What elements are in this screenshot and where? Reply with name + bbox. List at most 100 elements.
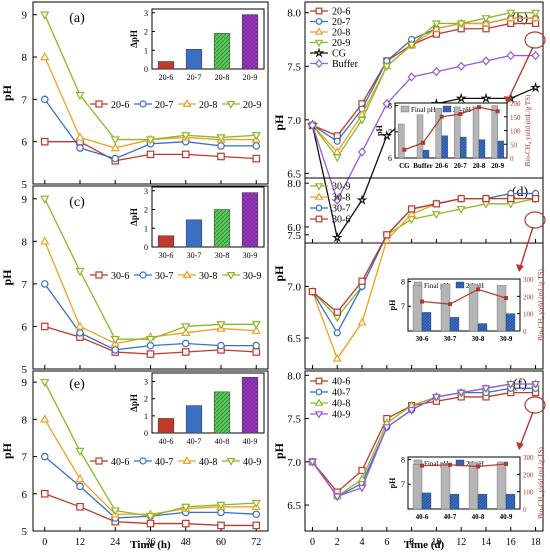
legend-marker-40-6 <box>315 377 323 385</box>
data-point-20-9 <box>506 9 516 18</box>
inset-legend-2d-swatch <box>442 105 452 113</box>
annotation-arrow <box>519 411 534 447</box>
legend-marker-30-7 <box>315 204 323 212</box>
legend-marker-30-9 <box>226 272 236 280</box>
data-point-20-9 <box>40 11 50 20</box>
inset-x-tick-label: 40-6 <box>159 437 174 446</box>
inset-right-axis-label: Bio-CH₄ yield (mL/g TS) <box>524 94 532 166</box>
legend-marker-40-8 <box>314 398 324 406</box>
inset-bar-final-20-7 <box>454 106 461 159</box>
inset-y-tick-label: 8 <box>388 102 392 111</box>
x-tick-label: 14 <box>481 537 491 548</box>
legend-label: 30-7 <box>155 271 173 282</box>
legend-marker-20-9 <box>314 39 324 48</box>
inset-bar-2d-20-9 <box>497 140 504 159</box>
inset-legend-final-label: Final pH <box>424 282 449 290</box>
inset-x-tick-label: 20-6 <box>435 162 448 170</box>
y-tick-label: 7.5 <box>287 230 301 242</box>
inset-x-tick-label: 40-7 <box>444 513 457 521</box>
inset-legend-final-label: Final pH <box>411 106 436 114</box>
inset-x-tick-label: 40-7 <box>187 437 202 446</box>
data-point-Buffer <box>432 66 441 77</box>
inset-yield-line <box>421 463 507 468</box>
data-point-30-6 <box>252 348 261 356</box>
data-point-30-7 <box>76 329 84 337</box>
data-point-30-6 <box>457 195 465 203</box>
data-point-30-6 <box>146 350 155 358</box>
inset-right-tick-label: 200 <box>510 100 521 108</box>
data-point-30-9 <box>431 211 441 219</box>
y-tick-label: 6 <box>22 321 28 333</box>
inset-x-tick-label: 30-9 <box>500 335 513 343</box>
x-tick-label: 60 <box>216 537 226 548</box>
legend-label: 40-8 <box>332 399 350 410</box>
data-point-40-9 <box>431 393 441 402</box>
inset-x-tick-label: 30-9 <box>243 251 258 260</box>
inset-yield-point <box>420 299 424 304</box>
inset-x-tick-label: 30-8 <box>472 335 485 343</box>
inset-bar-final-Buffer <box>416 114 424 159</box>
inset-bar-2d-30-8 <box>477 323 488 332</box>
legend-label: 40-6 <box>111 457 129 468</box>
data-point-30-8 <box>181 327 191 337</box>
inset-bar-2d-30-7 <box>449 317 460 332</box>
inset-y-axis-label: ΔpH <box>129 30 139 48</box>
inset-yield-point <box>448 302 452 307</box>
legend-marker-CG <box>313 47 325 58</box>
data-point-40-9 <box>145 512 156 522</box>
data-point-40-7 <box>217 508 225 517</box>
highlight-circle <box>524 31 546 49</box>
inset-bar-final-40-7 <box>440 462 451 510</box>
y-tick-label: 7.0 <box>287 115 301 127</box>
inset-bar-20-6 <box>157 61 175 70</box>
x-tick-label: 24 <box>110 537 120 548</box>
inset-x-tick-label: CG <box>399 162 410 170</box>
inset-x-tick-label: 20-9 <box>491 162 504 170</box>
y-tick-label: 7.0 <box>287 457 301 469</box>
data-point-Buffer <box>456 61 466 71</box>
inset-y-tick-label: 0 <box>144 243 148 252</box>
data-point-30-6 <box>181 348 190 356</box>
legend-label: 20-8 <box>332 28 350 39</box>
inset-bar-final-20-8 <box>472 106 480 159</box>
legend-label: 20-7 <box>332 17 350 28</box>
data-point-30-9 <box>110 336 120 345</box>
inset-right-tick-label: 0 <box>523 506 527 514</box>
data-point-30-9 <box>481 200 491 209</box>
inset-bar-final-40-8 <box>468 461 479 510</box>
inset-bar-2d-40-9 <box>505 493 516 510</box>
inset-right-tick-label: 50 <box>510 141 518 149</box>
y-axis-label: pH <box>272 265 286 282</box>
inset-bar-2d-20-8 <box>478 139 486 159</box>
inset-bar-40-9 <box>241 377 259 434</box>
data-point-40-9 <box>407 406 417 415</box>
inset-right-tick-label: 100 <box>523 489 534 497</box>
data-point-40-9 <box>251 499 261 509</box>
legend-marker-40-7 <box>315 388 323 396</box>
data-point-Buffer <box>407 72 416 82</box>
data-point-40-8 <box>357 474 367 483</box>
data-point-30-6 <box>482 195 490 203</box>
data-point-20-9 <box>145 136 156 145</box>
inset-right-axis-label: Bio-CH₄ yield (mL/g TS) <box>537 446 545 518</box>
x-tick-label: 12 <box>456 537 466 548</box>
inset-right-tick-label: 100 <box>510 128 521 136</box>
y-tick-label: 7.5 <box>287 414 301 426</box>
inset-bar-30-9 <box>241 192 259 248</box>
inset-bar-30-6 <box>157 235 175 248</box>
x-tick-label: 4 <box>360 537 365 548</box>
data-point-20-9 <box>181 132 191 141</box>
data-point-40-6 <box>146 519 155 528</box>
data-point-30-6 <box>432 200 440 208</box>
inset-bar-2d-40-7 <box>449 493 460 510</box>
plot-frame <box>304 1 544 244</box>
inset-bar-final-30-6 <box>412 284 423 332</box>
inset-right-tick-label: 200 <box>523 471 534 479</box>
legend-label: 30-8 <box>332 193 350 204</box>
data-point-30-6 <box>531 195 540 203</box>
data-point-20-8 <box>110 142 120 152</box>
data-point-30-7 <box>333 329 341 337</box>
data-point-20-9 <box>251 132 261 141</box>
inset-yield-point <box>420 463 424 468</box>
